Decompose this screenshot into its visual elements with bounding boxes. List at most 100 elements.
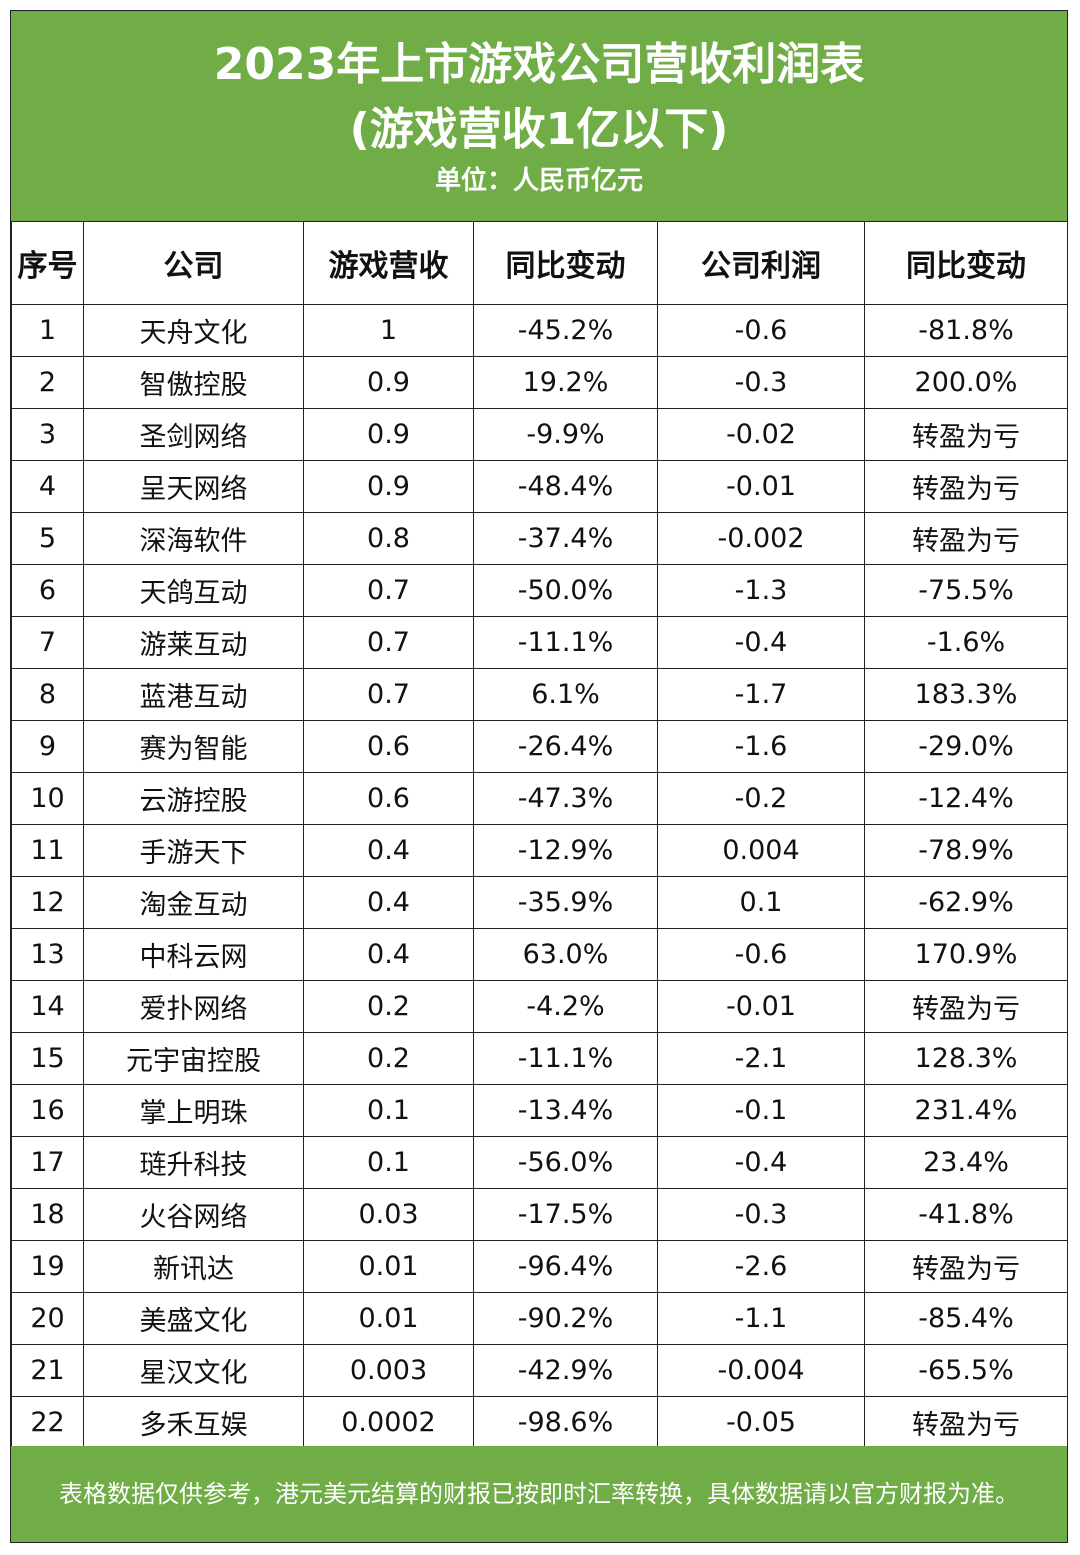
report-frame: 2023年上市游戏公司营收利润表 (游戏营收1亿以下) 单位：人民币亿元 序号公… [10, 10, 1068, 1543]
report-subtitle: (游戏营收1亿以下) [349, 104, 729, 155]
cell-revenue-yoy: -4.2% [473, 980, 658, 1033]
cell-company-profit: -0.02 [657, 408, 865, 461]
cell-revenue-yoy: -90.2% [473, 1292, 658, 1345]
cell-company: 星汉文化 [83, 1344, 304, 1397]
cell-company: 天鸽互动 [83, 564, 304, 617]
cell-company: 天舟文化 [83, 304, 304, 357]
cell-company-profit: -0.4 [657, 1136, 865, 1189]
cell-revenue-yoy: -9.9% [473, 408, 658, 461]
cell-company: 蓝港互动 [83, 668, 304, 721]
cell-company-profit: 0.1 [657, 876, 865, 929]
column-header-company-profit: 公司利润 [657, 221, 865, 305]
cell-index: 1 [11, 304, 84, 357]
cell-profit-yoy: 200.0% [864, 356, 1068, 409]
cell-company: 美盛文化 [83, 1292, 304, 1345]
cell-company: 赛为智能 [83, 720, 304, 773]
cell-game-revenue: 0.6 [303, 720, 474, 773]
cell-company: 呈天网络 [83, 460, 304, 513]
cell-company: 掌上明珠 [83, 1084, 304, 1137]
cell-revenue-yoy: -42.9% [473, 1344, 658, 1397]
cell-revenue-yoy: -98.6% [473, 1396, 658, 1449]
cell-company-profit: -1.1 [657, 1292, 865, 1345]
cell-revenue-yoy: -12.9% [473, 824, 658, 877]
cell-profit-yoy: -75.5% [864, 564, 1068, 617]
cell-company: 中科云网 [83, 928, 304, 981]
cell-index: 8 [11, 668, 84, 721]
cell-company-profit: -0.6 [657, 928, 865, 981]
revenue-profit-table: 序号 公司 游戏营收 同比变动 公司利润 同比变动 1 天舟文化 1 -45.2% -0.6 -81… [11, 221, 1068, 1449]
cell-revenue-yoy: -13.4% [473, 1084, 658, 1137]
cell-index: 16 [11, 1084, 84, 1137]
cell-game-revenue: 0.7 [303, 564, 474, 617]
cell-revenue-yoy: -37.4% [473, 512, 658, 565]
table-body: 1 天舟文化 1 -45.2% -0.6 -81.8% 2 智傲控股 0.9 19.2% -0.3 2… [11, 304, 1068, 1449]
cell-game-revenue: 0.7 [303, 668, 474, 721]
cell-profit-yoy: -85.4% [864, 1292, 1068, 1345]
cell-index: 13 [11, 928, 84, 981]
table-row: 7 游莱互动 0.7 -11.1% -0.4 -1.6% [11, 616, 1068, 669]
cell-revenue-yoy: -48.4% [473, 460, 658, 513]
cell-game-revenue: 1 [303, 304, 474, 357]
cell-profit-yoy: -65.5% [864, 1344, 1068, 1397]
report-title: 2023年上市游戏公司营收利润表 [213, 39, 865, 90]
cell-company: 圣剑网络 [83, 408, 304, 461]
cell-index: 19 [11, 1240, 84, 1293]
cell-company: 淘金互动 [83, 876, 304, 929]
cell-company-profit: -1.7 [657, 668, 865, 721]
cell-index: 12 [11, 876, 84, 929]
cell-profit-yoy: -62.9% [864, 876, 1068, 929]
cell-profit-yoy: 转盈为亏 [864, 1240, 1068, 1293]
table-row: 13 中科云网 0.4 63.0% -0.6 170.9% [11, 928, 1068, 981]
cell-profit-yoy: 转盈为亏 [864, 980, 1068, 1033]
cell-revenue-yoy: 19.2% [473, 356, 658, 409]
cell-profit-yoy: 转盈为亏 [864, 408, 1068, 461]
unit-label: 单位：人民币亿元 [434, 166, 643, 196]
cell-game-revenue: 0.9 [303, 356, 474, 409]
cell-game-revenue: 0.1 [303, 1084, 474, 1137]
cell-company: 琏升科技 [83, 1136, 304, 1189]
cell-profit-yoy: 170.9% [864, 928, 1068, 981]
cell-game-revenue: 0.4 [303, 876, 474, 929]
cell-company: 手游天下 [83, 824, 304, 877]
table-row: 9 赛为智能 0.6 -26.4% -1.6 -29.0% [11, 720, 1068, 773]
cell-company: 深海软件 [83, 512, 304, 565]
cell-game-revenue: 0.0002 [303, 1396, 474, 1449]
cell-profit-yoy: 转盈为亏 [864, 1396, 1068, 1449]
cell-revenue-yoy: -45.2% [473, 304, 658, 357]
cell-index: 10 [11, 772, 84, 825]
cell-company-profit: -1.3 [657, 564, 865, 617]
cell-game-revenue: 0.1 [303, 1136, 474, 1189]
table-header-row: 序号 公司 游戏营收 同比变动 公司利润 同比变动 [11, 221, 1068, 305]
cell-revenue-yoy: -11.1% [473, 616, 658, 669]
cell-revenue-yoy: -11.1% [473, 1032, 658, 1085]
cell-company-profit: 0.004 [657, 824, 865, 877]
cell-company-profit: -2.1 [657, 1032, 865, 1085]
cell-company: 智傲控股 [83, 356, 304, 409]
cell-company-profit: -0.3 [657, 356, 865, 409]
cell-game-revenue: 0.003 [303, 1344, 474, 1397]
table-row: 11 手游天下 0.4 -12.9% 0.004 -78.9% [11, 824, 1068, 877]
cell-profit-yoy: -12.4% [864, 772, 1068, 825]
cell-company-profit: -0.2 [657, 772, 865, 825]
table-row: 22 多禾互娱 0.0002 -98.6% -0.05 转盈为亏 [11, 1396, 1068, 1449]
cell-company: 火谷网络 [83, 1188, 304, 1241]
cell-profit-yoy: 转盈为亏 [864, 512, 1068, 565]
cell-index: 17 [11, 1136, 84, 1189]
cell-company: 爱扑网络 [83, 980, 304, 1033]
cell-profit-yoy: 231.4% [864, 1084, 1068, 1137]
column-header-revenue-yoy: 同比变动 [473, 221, 658, 305]
cell-profit-yoy: 183.3% [864, 668, 1068, 721]
cell-index: 6 [11, 564, 84, 617]
cell-game-revenue: 0.2 [303, 980, 474, 1033]
table-row: 17 琏升科技 0.1 -56.0% -0.4 23.4% [11, 1136, 1068, 1189]
table-row: 5 深海软件 0.8 -37.4% -0.002 转盈为亏 [11, 512, 1068, 565]
cell-index: 20 [11, 1292, 84, 1345]
table-row: 12 淘金互动 0.4 -35.9% 0.1 -62.9% [11, 876, 1068, 929]
cell-game-revenue: 0.4 [303, 928, 474, 981]
cell-index: 3 [11, 408, 84, 461]
cell-game-revenue: 0.7 [303, 616, 474, 669]
cell-company-profit: -0.01 [657, 460, 865, 513]
cell-company-profit: -2.6 [657, 1240, 865, 1293]
cell-index: 21 [11, 1344, 84, 1397]
cell-profit-yoy: -78.9% [864, 824, 1068, 877]
